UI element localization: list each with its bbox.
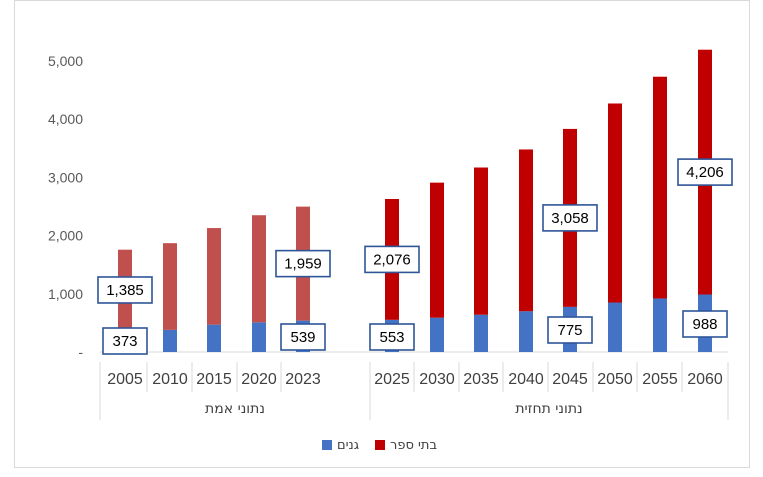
x-group-label-0: נתוני אמת — [205, 401, 265, 417]
bar-kindergartens-2050 — [608, 302, 622, 352]
data-label-box-2045-0 — [547, 316, 593, 344]
data-label-box-2023-1 — [275, 249, 331, 278]
y-tick-label-2: 2,000 — [48, 228, 83, 244]
data-label-box-2025-1 — [364, 245, 420, 274]
x-tick-label-2035: 2035 — [463, 371, 499, 388]
y-tick-label-1: 1,000 — [48, 286, 83, 302]
x-tick-label-2005: 2005 — [107, 371, 143, 388]
y-tick-label-3: 3,000 — [48, 169, 83, 185]
bar-kindergartens-2015 — [207, 324, 221, 352]
data-label-box-2025-0 — [369, 323, 415, 351]
data-label-2023-0: 539 — [290, 329, 315, 346]
chart-frame — [14, 0, 750, 468]
bar-schools-2015 — [207, 228, 221, 325]
bar-kindergartens-2020 — [252, 322, 266, 352]
bar-schools-2035 — [474, 167, 488, 315]
x-tick-label-2060: 2060 — [687, 371, 723, 388]
bar-schools-2020 — [252, 215, 266, 323]
bar-schools-2055 — [653, 76, 667, 299]
bar-kindergartens-2030 — [430, 317, 444, 352]
data-label-2025-1: 2,076 — [373, 251, 411, 268]
x-tick-label-2030: 2030 — [419, 371, 455, 388]
x-tick-label-2010: 2010 — [152, 371, 188, 388]
x-tick-label-2023: 2023 — [285, 371, 321, 388]
data-label-box-2045-1 — [542, 204, 598, 232]
data-label-box-2023-0 — [280, 323, 326, 351]
data-label-2005-0: 373 — [112, 333, 137, 350]
bar-kindergartens-2035 — [474, 314, 488, 352]
data-label-2023-1: 1,959 — [284, 256, 322, 273]
data-label-2045-1: 3,058 — [551, 210, 589, 227]
x-group-label-1: נתוני תחזית — [515, 401, 582, 417]
legend-label-schools: בתי ספר — [390, 438, 437, 453]
legend-label-kindergartens: גנים — [337, 438, 359, 453]
x-tick-label-2045: 2045 — [552, 371, 588, 388]
x-tick-label-2040: 2040 — [508, 371, 544, 388]
data-label-box-2060-1 — [677, 158, 733, 186]
data-label-2060-0: 988 — [692, 316, 717, 333]
bar-schools-2030 — [430, 182, 444, 318]
x-tick-label-2025: 2025 — [374, 371, 410, 388]
x-tick-label-2055: 2055 — [642, 371, 678, 388]
data-label-2045-0: 775 — [557, 322, 582, 339]
legend-swatch-schools — [375, 440, 385, 450]
bar-schools-2010 — [163, 243, 177, 330]
x-tick-label-2050: 2050 — [597, 371, 633, 388]
bar-kindergartens-2040 — [519, 311, 533, 352]
data-label-2025-0: 553 — [379, 329, 404, 346]
legend-swatch-kindergartens — [322, 440, 332, 450]
x-tick-label-2015: 2015 — [196, 371, 232, 388]
bar-kindergartens-2010 — [163, 329, 177, 352]
data-label-box-2005-0 — [102, 327, 148, 355]
y-tick-label-5: 5,000 — [48, 53, 83, 69]
data-label-box-2005-1 — [97, 276, 153, 304]
bar-schools-2050 — [608, 103, 622, 303]
y-tick-label-0: - — [78, 344, 83, 360]
data-label-box-2060-0 — [682, 310, 728, 338]
data-label-2005-1: 1,385 — [106, 282, 144, 299]
bar-kindergartens-2055 — [653, 298, 667, 352]
x-tick-label-2020: 2020 — [241, 371, 277, 388]
data-label-2060-1: 4,206 — [686, 164, 724, 181]
y-tick-label-4: 4,000 — [48, 111, 83, 127]
bar-schools-2040 — [519, 149, 533, 312]
